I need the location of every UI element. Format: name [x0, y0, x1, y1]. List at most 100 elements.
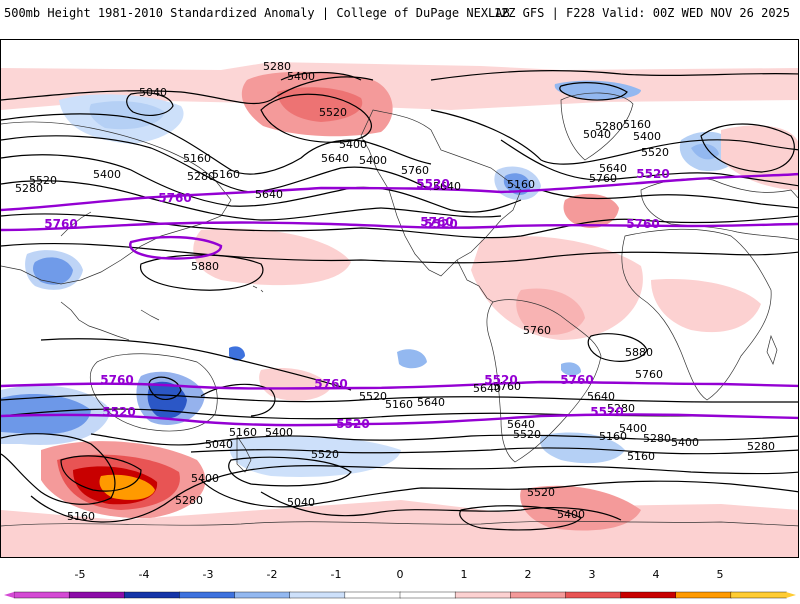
- colorbar-segment: [454, 591, 511, 599]
- contour-label: 5040: [205, 438, 233, 451]
- anomaly-area: [229, 346, 245, 361]
- colorbar-segment: [234, 591, 291, 599]
- colorbar-tick-label: 0: [396, 568, 404, 581]
- contour-label: 5760: [523, 324, 551, 337]
- contour-label: 5520: [29, 174, 57, 187]
- coastline: [486, 299, 602, 463]
- contour-label: 5520: [590, 405, 623, 419]
- model-run-info: 12Z GFS | F228 Valid: 00Z WED NOV 26 202…: [493, 6, 790, 20]
- colorbar-tick-label: 5: [716, 568, 724, 581]
- colorbar-tick-label: 1: [460, 568, 468, 581]
- contour-label: 5520: [636, 167, 669, 181]
- contour-label: 5400: [619, 422, 647, 435]
- anomaly-area: [520, 485, 641, 531]
- contour-label: 5520: [527, 486, 555, 499]
- contour-5160: [260, 491, 622, 521]
- colorbar-tick-label: 3: [588, 568, 596, 581]
- contour-5760-bold: [1, 221, 798, 232]
- contour-label: 5040: [139, 86, 167, 99]
- colorbar-segment: [675, 591, 732, 599]
- anomaly-area: [259, 368, 331, 401]
- anomaly-area: [516, 288, 585, 335]
- contour-5160: [700, 123, 795, 173]
- coastline: [456, 259, 494, 303]
- colorbar-segment: [730, 591, 787, 599]
- contour-5400: [1, 433, 116, 505]
- colorbar-segment: [13, 591, 70, 599]
- contour-5040: [559, 82, 628, 101]
- contour-label: 5280: [607, 402, 635, 415]
- contour-label: 5400: [359, 154, 387, 167]
- contour-5760: [1, 242, 798, 264]
- anomaly-area: [193, 228, 351, 286]
- contour-label: 5520: [336, 417, 369, 431]
- contour-5760: [40, 338, 352, 391]
- coastline: [1, 520, 798, 527]
- contour-label: 5880: [625, 346, 653, 359]
- contour-label: 5400: [265, 426, 293, 439]
- anomaly-area: [539, 432, 625, 464]
- contour-label: 5760: [493, 380, 521, 393]
- contour-label: 5760: [158, 191, 191, 205]
- anomaly-shading: [1, 62, 798, 557]
- contour-5520-bold: [1, 413, 798, 427]
- contour-5760-bold: [1, 380, 798, 390]
- contour-label: 5520: [484, 373, 517, 387]
- contour-label: 5520: [641, 146, 669, 159]
- contour-label: 5160: [385, 398, 413, 411]
- contour-label: 5280: [595, 120, 623, 133]
- contour-label: 5280: [263, 60, 291, 73]
- anomaly-map[interactable]: 5280 5400 5520 5040 5160 5280 5400 5640 5520 5400…: [0, 39, 799, 558]
- contour-5520: [540, 189, 798, 209]
- contour-label: 5400: [671, 436, 699, 449]
- contour-label: 5400: [93, 168, 121, 181]
- colorbar-tick-label: 2: [524, 568, 532, 581]
- contour-label: 5760: [420, 215, 453, 229]
- colorbar-tick-label: -3: [202, 568, 214, 581]
- contour-label: 5400: [633, 130, 661, 143]
- contour-label: 5640: [599, 162, 627, 175]
- contour-label: 5760: [635, 368, 663, 381]
- coastline: [60, 301, 130, 341]
- contour-5400: [190, 447, 798, 455]
- contour-5520: [60, 455, 142, 492]
- coastline: [560, 92, 634, 161]
- colorbar-min-arrow: [4, 592, 14, 598]
- contour-label: 5640: [473, 382, 501, 395]
- contour-label: 5760: [560, 373, 593, 387]
- contour-5520: [90, 433, 798, 446]
- colorbar-segment: [68, 591, 125, 599]
- coastline: [640, 178, 798, 240]
- anomaly-area: [691, 143, 719, 160]
- contour-label: 5520: [359, 390, 387, 403]
- contour-label: 5760: [44, 217, 77, 231]
- contour-label: 5640: [417, 396, 445, 409]
- height-contours: [1, 70, 798, 531]
- coastline: [1, 121, 232, 285]
- coastlines: [1, 92, 798, 527]
- colorbar-segment: [399, 591, 456, 599]
- contour-label: 5160: [212, 168, 240, 181]
- purple-height-contours: [1, 172, 798, 427]
- colorbar-tick-label: 4: [652, 568, 660, 581]
- colorbar-max-arrow: [786, 592, 796, 598]
- colorbar-tick-label: -1: [330, 568, 342, 581]
- colorbar-segment: [124, 591, 181, 599]
- contour-label: 5640: [321, 152, 349, 165]
- contour-labels: 5280540055205040516052805400564055205400…: [15, 60, 775, 523]
- contour-label: 5640: [587, 390, 615, 403]
- contour-5520: [1, 180, 502, 221]
- contour-label: 5400: [287, 70, 315, 83]
- contour-label: 5760: [626, 217, 659, 231]
- contour-label: 5640: [507, 418, 535, 431]
- contour-5760: [1, 393, 798, 403]
- contour-label: 5280: [187, 170, 215, 183]
- colorbar-tick-label: -4: [138, 568, 150, 581]
- contour-5400: [500, 139, 798, 187]
- colorbar-tick-label: -2: [266, 568, 278, 581]
- contour-label: 5400: [557, 508, 585, 521]
- contour-label: 5880: [191, 260, 219, 273]
- anomaly-area: [563, 193, 619, 228]
- contour-label: 5520: [416, 177, 449, 191]
- colorbar-segment: [289, 591, 346, 599]
